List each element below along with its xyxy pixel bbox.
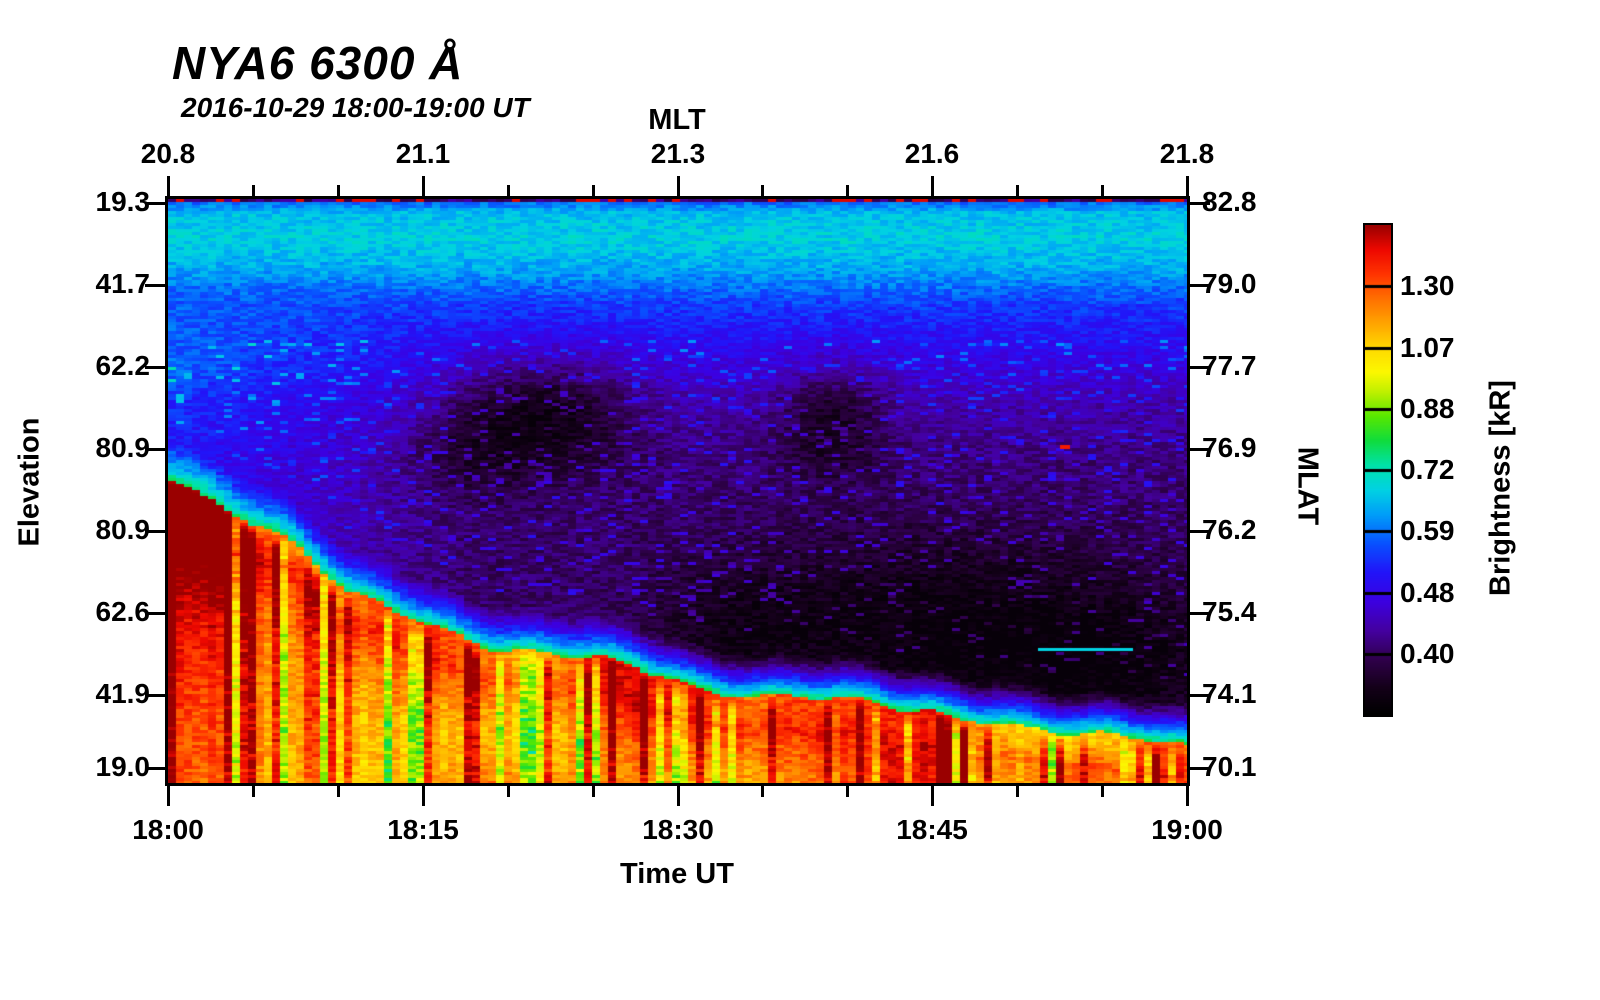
left-axis-tick: [145, 530, 165, 533]
right-axis-tick: [1190, 694, 1210, 697]
left-tick-label: 19.3: [95, 186, 151, 217]
bottom-major-tick: [422, 786, 425, 806]
right-axis-tick: [1190, 448, 1210, 451]
bottom-minor-tick: [1016, 786, 1019, 797]
top-tick-label: 20.8: [140, 138, 196, 169]
bottom-minor-tick: [761, 786, 764, 797]
left-axis-tick: [145, 767, 165, 770]
right-tick-label: 74.1: [1202, 678, 1257, 709]
top-minor-tick: [761, 185, 764, 196]
left-axis-tick: [145, 612, 165, 615]
right-tick-label: 70.1: [1202, 751, 1257, 782]
top-tick-label: 21.1: [395, 138, 451, 169]
right-tick-label: 82.8: [1202, 186, 1257, 217]
right-tick-label: 75.4: [1202, 596, 1257, 627]
top-tick-label: 21.6: [904, 138, 960, 169]
bottom-tick-label: 18:45: [896, 814, 968, 845]
left-tick-label: 80.9: [95, 514, 151, 545]
bottom-major-tick: [167, 786, 170, 806]
top-minor-tick: [1016, 185, 1019, 196]
bottom-tick-label: 18:00: [132, 814, 204, 845]
colorbar-title: Brightness [kR]: [1484, 380, 1517, 596]
colorbar-tick-label: 0.59: [1400, 515, 1455, 547]
bottom-minor-tick: [1101, 786, 1104, 797]
left-axis-tick: [145, 366, 165, 369]
bottom-minor-tick: [592, 786, 595, 797]
bottom-minor-tick: [846, 786, 849, 797]
right-axis-tick: [1190, 612, 1210, 615]
left-axis-tick: [145, 694, 165, 697]
top-minor-tick: [252, 185, 255, 196]
left-tick-label: 41.7: [95, 268, 151, 299]
plot-area: [165, 196, 1190, 786]
right-axis-tick: [1190, 284, 1210, 287]
top-major-tick: [677, 176, 680, 196]
top-minor-tick: [337, 185, 340, 196]
plot-title: NYA6 6300 Å: [172, 37, 464, 89]
bottom-tick-label: 18:30: [642, 814, 714, 845]
right-tick-label: 77.7: [1202, 350, 1257, 381]
left-tick-label: 19.0: [95, 751, 151, 782]
right-axis-tick: [1190, 366, 1210, 369]
colorbar-tick-label: 0.40: [1400, 637, 1455, 669]
bottom-major-tick: [677, 786, 680, 806]
left-tick-label: 41.9: [95, 678, 151, 709]
top-tick-label: 21.3: [650, 138, 706, 169]
bottom-axis-title: Time UT: [620, 858, 734, 890]
colorbar-tick-label: 0.72: [1400, 454, 1455, 485]
colorbar-tick-label: 0.48: [1400, 576, 1455, 608]
left-tick-label: 62.6: [95, 596, 151, 627]
heatmap-canvas: [168, 199, 1187, 783]
right-tick-label: 76.2: [1202, 514, 1257, 545]
right-axis-tick: [1190, 530, 1210, 533]
top-minor-tick: [592, 185, 595, 196]
colorbar-canvas: [1365, 225, 1391, 715]
top-major-tick: [422, 176, 425, 196]
left-tick-label: 80.9: [95, 432, 151, 463]
bottom-tick-label: 18:15: [387, 814, 459, 845]
top-minor-tick: [507, 185, 510, 196]
bottom-minor-tick: [337, 786, 340, 797]
plot-subtitle: 2016-10-29 18:00-19:00 UT: [181, 92, 530, 123]
top-minor-tick: [846, 185, 849, 196]
right-axis-tick: [1190, 767, 1210, 770]
top-axis-title: MLT: [648, 104, 706, 136]
bottom-major-tick: [1186, 786, 1189, 806]
left-axis-tick: [145, 448, 165, 451]
bottom-minor-tick: [507, 786, 510, 797]
left-axis-tick: [145, 202, 165, 205]
right-tick-label: 79.0: [1202, 268, 1257, 299]
bottom-minor-tick: [252, 786, 255, 797]
colorbar: [1363, 223, 1393, 717]
right-axis-tick: [1190, 202, 1210, 205]
colorbar-tick-label: 1.07: [1400, 331, 1455, 363]
left-axis-tick: [145, 284, 165, 287]
left-tick-label: 62.2: [95, 350, 151, 381]
top-major-tick: [167, 176, 170, 196]
top-minor-tick: [1101, 185, 1104, 196]
top-major-tick: [931, 176, 934, 196]
colorbar-tick-label: 1.30: [1400, 270, 1455, 302]
right-axis-title: MLAT: [1291, 446, 1324, 526]
bottom-tick-label: 19:00: [1151, 814, 1223, 845]
top-tick-label: 21.8: [1159, 138, 1215, 169]
bottom-major-tick: [931, 786, 934, 806]
right-tick-label: 76.9: [1202, 432, 1257, 463]
colorbar-tick-label: 0.88: [1400, 392, 1455, 424]
top-major-tick: [1186, 176, 1189, 196]
